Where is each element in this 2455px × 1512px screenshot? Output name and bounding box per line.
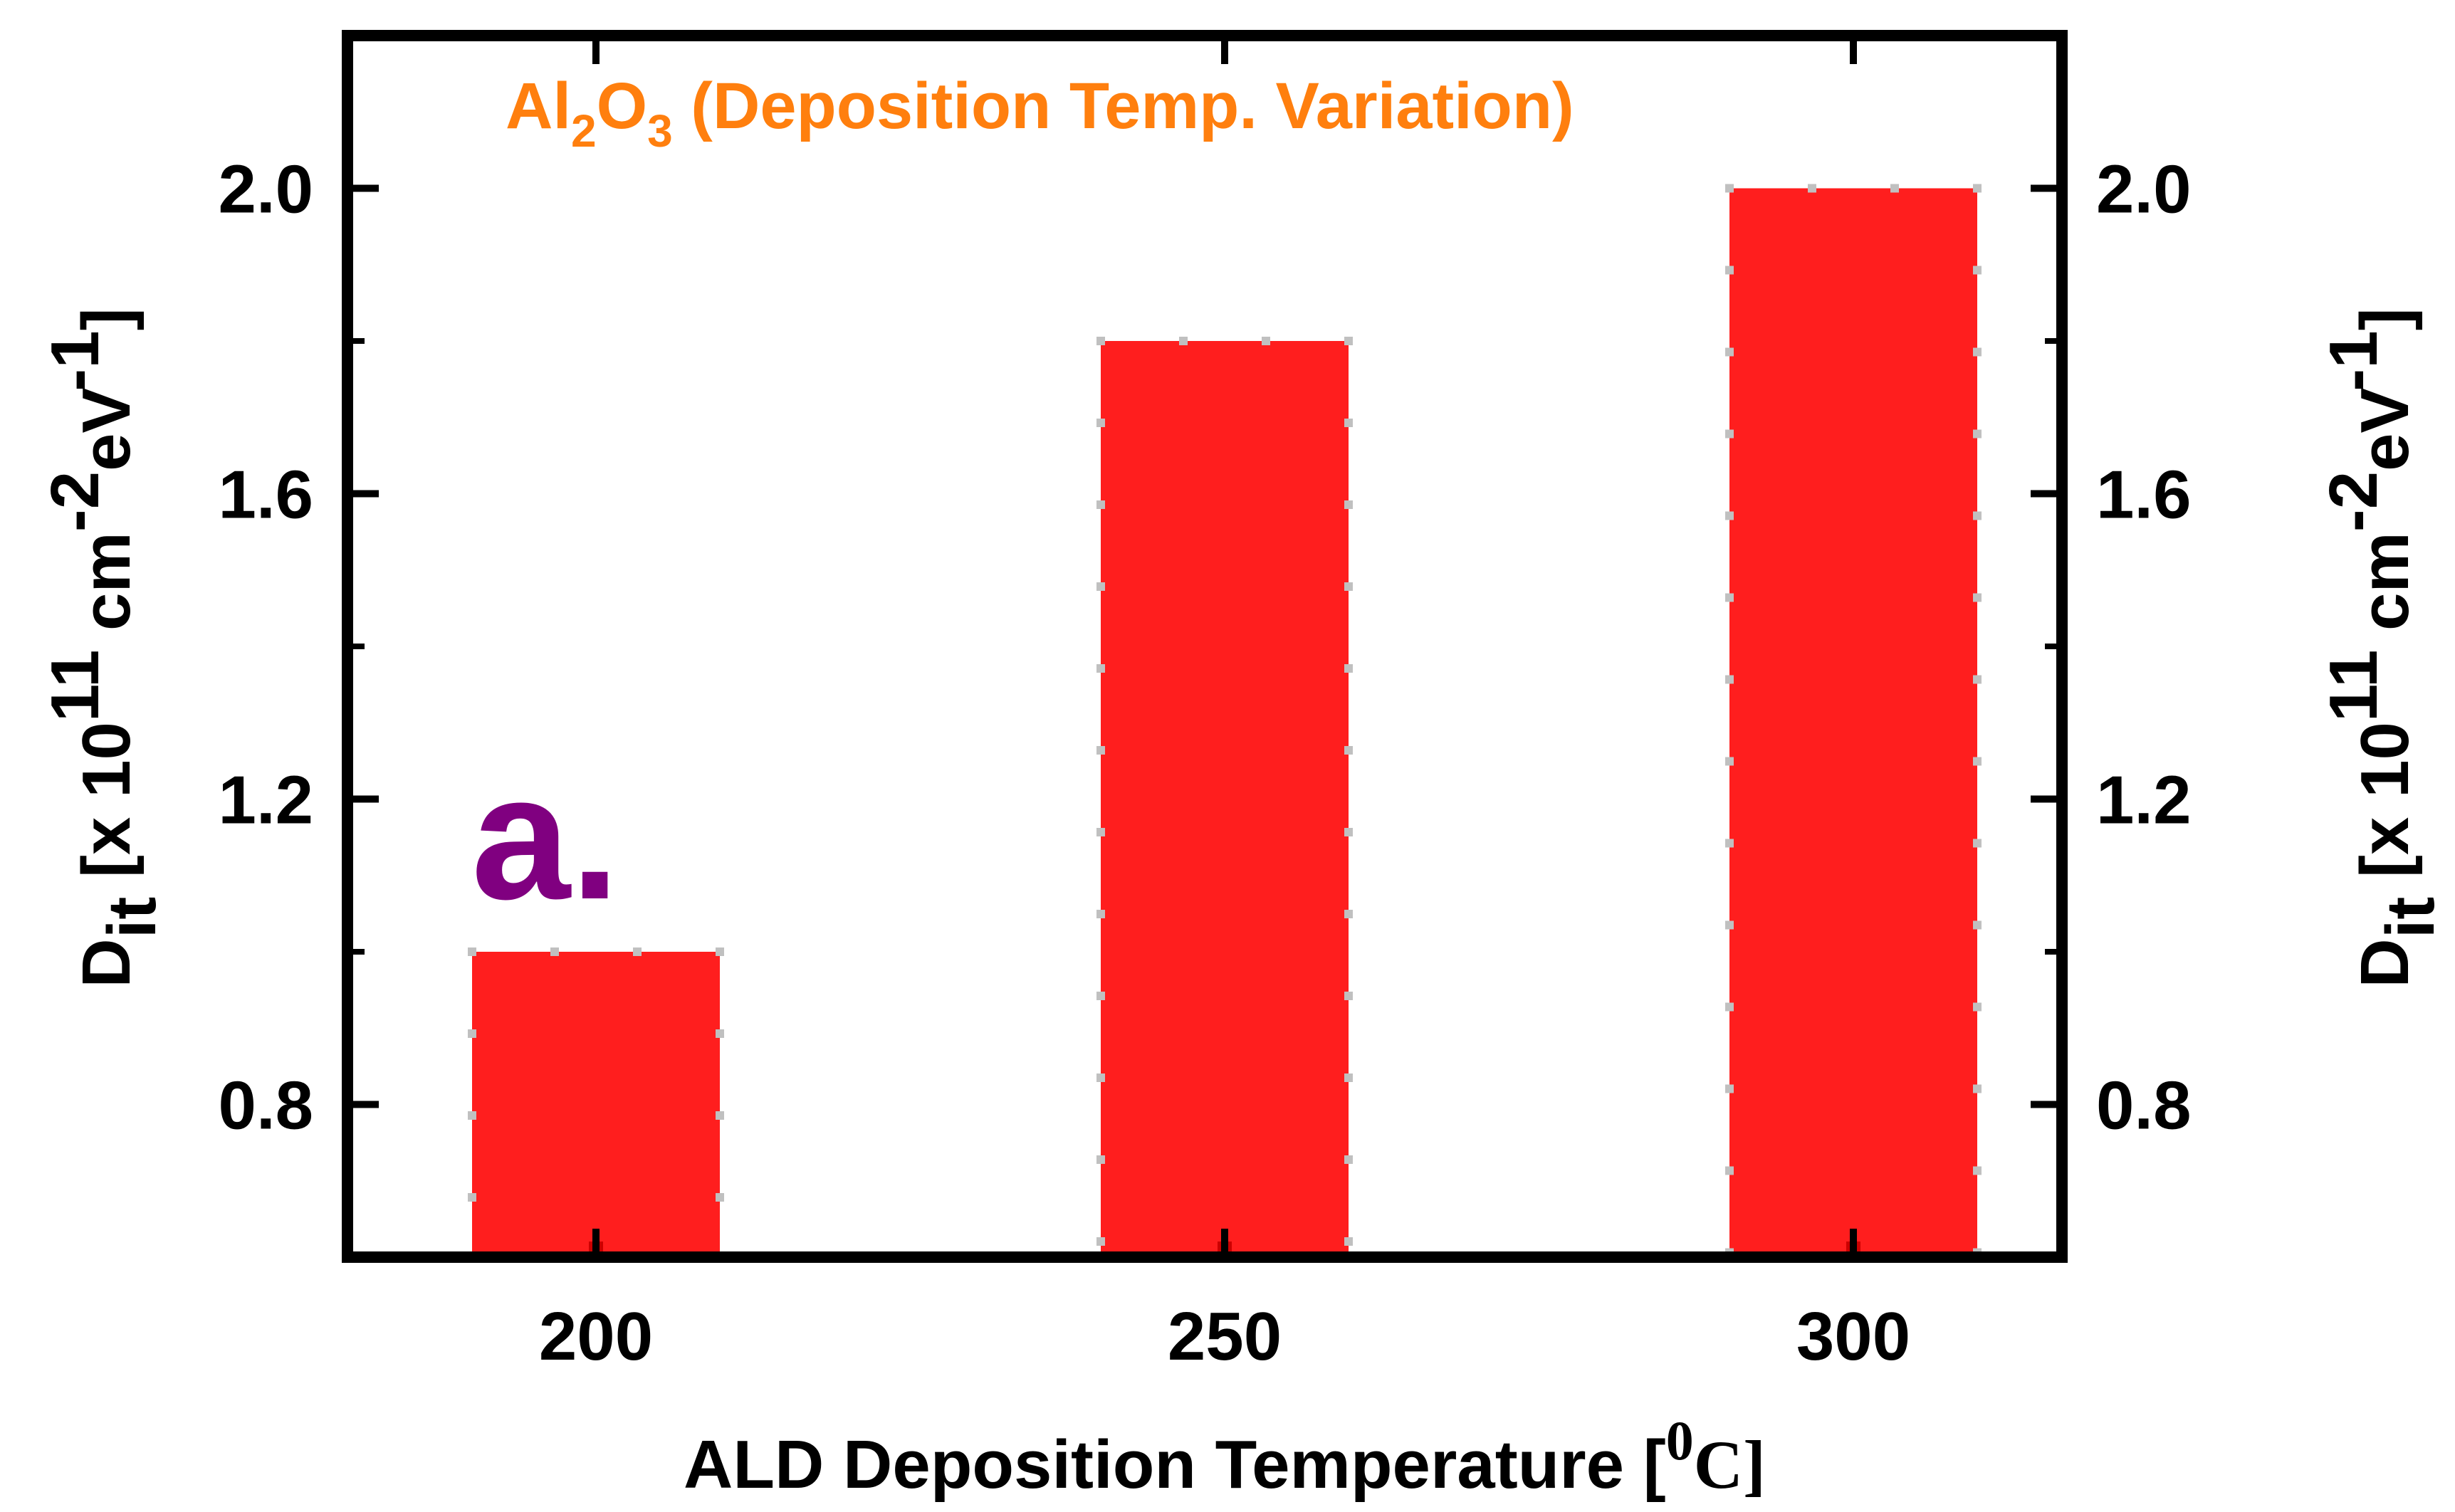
- bars-layer: [468, 184, 1982, 1257]
- bar-outline-dots-300: [1725, 184, 1982, 1257]
- x-axis-title-sup: 0: [1666, 1409, 1694, 1471]
- chart-title: Al2O3 (Deposition Temp. Variation): [506, 70, 1574, 157]
- y-axis-title-sup3: -1: [37, 330, 113, 391]
- x-tick-label: 250: [1168, 1298, 1282, 1375]
- bar-group-250: [1096, 337, 1353, 1257]
- y-axis-right-title: Dit [x 1011 cm-2eV-1]: [2315, 308, 2449, 987]
- y-axis-title-sup1: 11: [37, 650, 113, 722]
- y-axis-title: Dit [x 1011 cm-2eV-1]: [37, 308, 170, 987]
- bar-group-200: [468, 947, 724, 1257]
- y-axis-right-title-sup3: -1: [2315, 330, 2392, 391]
- y-tick-label-right: 1.6: [2096, 457, 2191, 533]
- bar-250: [1101, 341, 1349, 1257]
- y-axis-right-title-mid: [x 10: [2347, 722, 2423, 896]
- bar-outline-dots-200: [468, 947, 724, 1202]
- y-axis-title-mid: [x 10: [68, 722, 145, 896]
- y-axis-title-mid2: cm: [68, 532, 145, 649]
- y-axis-right-title-end: ]: [2347, 308, 2423, 330]
- y-axis-title-main: D: [68, 938, 145, 987]
- chart-title-sub1: 2: [571, 105, 597, 157]
- x-tick-label: 200: [539, 1298, 653, 1375]
- y-axis-right-title-main: D: [2347, 938, 2423, 987]
- y-axis-title-end: ]: [68, 308, 145, 330]
- panel-label: a.: [471, 737, 620, 936]
- bar-200: [472, 952, 720, 1257]
- y-axis-title-sup2: -2: [37, 471, 113, 532]
- y-axis-right-title-mid2: cm: [2347, 532, 2423, 649]
- y-axis-right-title-sub: it: [2372, 897, 2449, 939]
- chart-title-mid: O: [597, 70, 648, 142]
- y-tick-label-left: 1.2: [219, 762, 313, 839]
- y-tick-label-left: 1.6: [219, 457, 313, 533]
- x-tick-label: 300: [1796, 1298, 1910, 1375]
- chart-title-sub2: 3: [647, 105, 673, 157]
- chart-title-rest: (Deposition Temp. Variation): [673, 70, 1574, 142]
- y-axis-title-group: Dit [x 1011 cm-2eV-1]: [37, 308, 170, 987]
- y-axis-right-title-sup2: -2: [2315, 471, 2392, 532]
- y-tick-label-left: 0.8: [219, 1068, 313, 1144]
- bar-300: [1729, 188, 1977, 1257]
- chart-title-base: Al: [506, 70, 571, 142]
- y-axis-title-mid3: eV: [68, 387, 145, 471]
- ticks-layer: 200 250 300 0.8 0.8 1.2 1.2 1.6 1.6 2.0 2.0: [219, 36, 2191, 1375]
- y-tick-label-right: 1.2: [2096, 762, 2191, 839]
- bar-group-300: [1725, 184, 1982, 1257]
- y-axis-right-title-mid3: eV: [2347, 387, 2423, 471]
- x-axis-title-text: ALD Deposition Temperature [: [684, 1427, 1666, 1503]
- y-tick-label-right: 2.0: [2096, 152, 2191, 228]
- y-tick-label-right: 0.8: [2096, 1068, 2191, 1144]
- y-axis-right-title-group: Dit [x 1011 cm-2eV-1]: [2315, 308, 2449, 987]
- bar-outline-dots-250: [1096, 337, 1353, 1246]
- y-axis-title-sub: it: [94, 897, 170, 939]
- x-axis-title: ALD Deposition Temperature [0C]: [684, 1409, 1766, 1503]
- y-axis-right-title-sup1: 11: [2315, 650, 2392, 722]
- y-tick-label-left: 2.0: [219, 152, 313, 228]
- x-axis-title-unit: C]: [1694, 1427, 1766, 1503]
